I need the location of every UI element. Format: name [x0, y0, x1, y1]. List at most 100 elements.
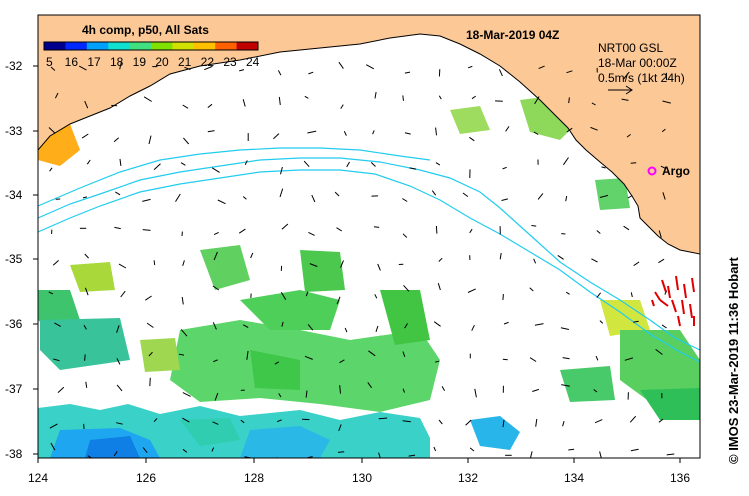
imos-credit: © IMOS 23-Mar-2019 11:36 Hobart [726, 257, 741, 464]
current-arrow [441, 386, 446, 392]
current-arrow [469, 136, 475, 142]
current-arrow [118, 263, 127, 269]
current-arrow [213, 359, 218, 363]
current-arrow [84, 253, 89, 259]
current-arrow [474, 388, 477, 398]
current-arrow [467, 288, 476, 293]
current-arrow [433, 321, 441, 327]
current-arrow [116, 325, 120, 333]
current-arrow [278, 393, 282, 398]
current-arrow [207, 130, 215, 133]
current-arrow [375, 325, 379, 333]
lon-tick-label: 126 [136, 471, 156, 485]
current-arrow [599, 194, 609, 198]
current-arrow [308, 71, 314, 75]
current-arrow [591, 102, 596, 106]
current-arrow [119, 61, 122, 70]
current-arrow [178, 353, 185, 356]
lat-tick-label: -33 [5, 124, 23, 138]
current-arrow [279, 188, 284, 198]
current-arrow [149, 377, 151, 387]
current-arrow [626, 134, 631, 138]
current-arrow [180, 162, 186, 166]
current-arrow [633, 320, 639, 323]
current-arrow [374, 294, 378, 299]
lat-tick-label: -34 [5, 188, 23, 202]
colorbar-segment [129, 42, 152, 50]
current-arrow [403, 284, 410, 292]
colorbar-tick-label: 16 [65, 55, 79, 69]
current-arrow [624, 357, 634, 361]
current-arrow [658, 230, 662, 238]
colorbar-segment [86, 42, 109, 50]
current-arrow [50, 442, 56, 451]
current-arrow [338, 424, 342, 431]
current-arrow [113, 451, 118, 457]
hf-radar-vectors [651, 275, 695, 327]
colorbar-tick-label: 21 [178, 55, 192, 69]
current-arrow [377, 263, 381, 271]
current-arrow [378, 417, 388, 420]
colorbar-segment [215, 42, 238, 50]
current-arrow [568, 448, 575, 451]
current-arrow [148, 351, 153, 357]
current-arrow [535, 418, 538, 427]
current-arrow [304, 355, 313, 360]
depth-contours [38, 147, 700, 363]
current-arrow [661, 324, 667, 329]
current-arrow [182, 104, 189, 109]
current-arrow [181, 296, 184, 305]
colorbar-segment [193, 42, 216, 50]
current-arrow [658, 258, 665, 264]
current-arrow [601, 166, 606, 169]
current-arrow [409, 167, 417, 170]
current-arrow [630, 162, 637, 164]
current-arrow [242, 99, 246, 107]
current-arrow [340, 104, 344, 109]
current-arrow [54, 92, 59, 99]
current-arrow [336, 227, 343, 232]
current-arrow [246, 350, 249, 360]
current-arrow [438, 257, 443, 262]
current-arrow [116, 422, 123, 425]
colorbar-segment [44, 42, 66, 50]
current-arrow [560, 327, 570, 330]
current-arrow [402, 351, 406, 357]
current-arrow [503, 321, 509, 325]
current-arrow [537, 193, 544, 200]
current-arrow [280, 291, 287, 300]
colorbar-tick-label: 22 [201, 55, 215, 69]
current-arrow [630, 292, 633, 298]
current-arrow [435, 360, 440, 363]
current-arrow [242, 196, 247, 200]
current-arrow [346, 161, 350, 168]
colorbar-tick-label: 24 [246, 55, 260, 69]
colorbar-segment [236, 42, 259, 50]
date-label: 18-Mar-2019 04Z [466, 28, 559, 42]
current-arrow [502, 166, 507, 170]
current-arrow [211, 447, 215, 452]
current-arrow [280, 166, 283, 175]
current-arrow [336, 296, 341, 305]
current-arrow [142, 229, 151, 231]
current-arrow [175, 193, 181, 202]
current-arrow [471, 95, 476, 100]
current-arrow [435, 162, 441, 166]
current-arrow [621, 98, 629, 101]
current-arrow [594, 419, 603, 424]
current-arrow [116, 384, 123, 392]
current-arrow [502, 358, 508, 361]
current-arrow [402, 233, 408, 238]
current-arrow [402, 198, 408, 202]
current-arrow [462, 192, 469, 198]
current-arrow [276, 419, 282, 423]
current-arrow [212, 322, 217, 330]
current-scale-arrow [608, 85, 633, 95]
current-arrow [655, 349, 663, 355]
current-arrow [378, 452, 381, 458]
current-arrow [142, 198, 151, 202]
current-source-label: NRT00 GSL [598, 41, 663, 55]
current-arrow [562, 357, 570, 360]
current-arrow [250, 252, 254, 259]
lon-tick-label: 128 [244, 471, 264, 485]
